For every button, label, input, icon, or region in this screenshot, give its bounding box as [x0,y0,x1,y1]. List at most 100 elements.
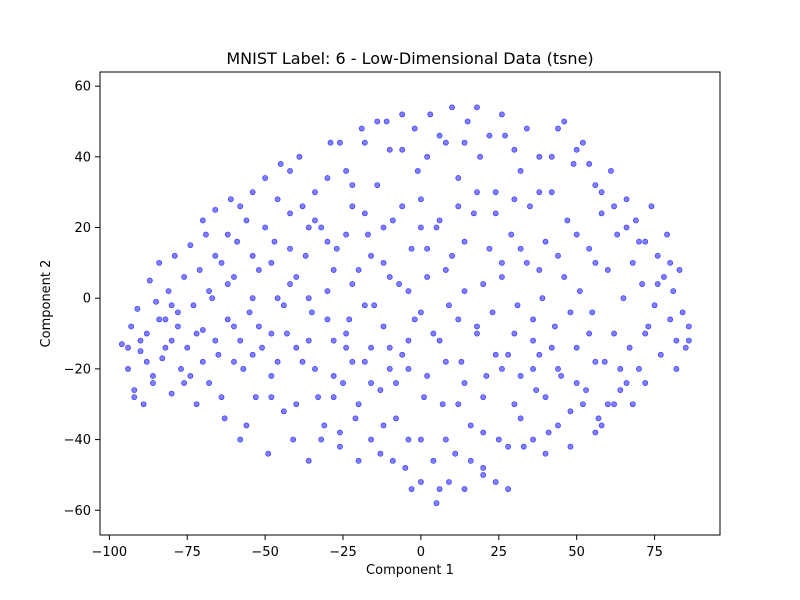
x-tick-label: 50 [568,545,585,560]
x-tick-label: −50 [251,545,278,560]
scatter-point [293,274,300,280]
scatter-point [629,259,636,266]
scatter-point [312,365,318,372]
scatter-point [642,380,649,386]
scatter-point [393,415,399,422]
scatter-point [125,344,131,351]
scatter-point [355,267,362,273]
scatter-point [523,125,530,132]
scatter-point [287,210,293,217]
scatter-point [583,387,589,393]
scatter-point [567,443,574,450]
scatter-point [685,323,692,330]
scatter-point [312,217,318,224]
scatter-point [349,358,356,365]
scatter-point [399,146,406,153]
x-tick-label: 25 [491,545,508,560]
scatter-point [461,238,468,245]
scatter-point [598,210,605,217]
scatter-point [305,224,312,231]
scatter-point [246,309,253,316]
scatter-point [542,394,549,401]
scatter-point [604,267,611,273]
scatter-point [417,196,424,203]
scatter-point [505,486,512,492]
scatter-point [140,401,147,408]
scatter-point [499,365,505,372]
scatter-point [424,153,431,160]
scatter-point [146,277,153,284]
scatter-point [361,210,368,217]
scatter-point [402,464,409,471]
scatter-point [405,365,412,372]
scatter-point [452,450,459,457]
scatter-point [389,457,396,464]
chart-title: MNIST Label: 6 - Low-Dimensional Data (t… [226,49,593,68]
scatter-point [542,450,549,457]
scatter-point [527,203,533,210]
scatter-point [592,429,599,436]
scatter-point [411,316,418,323]
scatter-point [598,422,605,429]
scatter-point [442,358,449,365]
scatter-point [399,351,406,358]
scatter-point [617,387,624,393]
scatter-point [324,316,331,323]
scatter-point [399,203,406,210]
scatter-point [595,415,602,422]
scatter-point [561,118,568,125]
scatter-point [290,436,297,443]
scatter-point [262,224,269,231]
scatter-point [336,139,343,146]
scatter-point [159,355,166,362]
scatter-point [511,401,518,408]
scatter-point [380,259,387,266]
y-tick-label: −20 [64,362,91,377]
scatter-point [492,479,499,485]
scatter-point [636,238,642,245]
scatter-point [156,316,163,323]
scatter-point [293,344,300,351]
plot-frame [99,71,721,536]
scatter-point [530,316,536,323]
scatter-point [268,330,275,337]
scatter-point [249,351,256,358]
scatter-point [455,316,462,323]
scatter-point [424,373,431,379]
scatter-point [517,373,524,379]
scatter-point [664,231,670,238]
scatter-point [249,189,256,196]
scatter-point [555,252,561,259]
scatter-point [315,394,321,401]
scatter-point [224,231,231,238]
scatter-point [227,196,234,203]
scatter-point [417,436,424,443]
scatter-point [143,358,150,365]
scatter-point [439,401,446,408]
scatter-point [293,401,300,408]
scatter-point [405,337,412,344]
scatter-point [573,344,580,351]
scatter-point [206,288,212,295]
scatter-point [626,344,633,351]
scatter-point [486,132,493,139]
scatter-point [118,341,125,348]
scatter-point [330,373,337,379]
scatter-point [474,330,480,337]
scatter-point [555,365,561,372]
scatter-point [380,422,387,429]
scatter-point [312,189,318,196]
scatter-point [361,358,368,365]
scatter-point [411,125,418,132]
scatter-point [673,337,680,344]
scatter-point [648,203,655,210]
scatter-point [237,337,244,344]
scatter-point [511,146,518,153]
y-tick-label: 40 [74,150,91,165]
scatter-point [548,189,555,196]
scatter-point [570,160,577,167]
scatter-point [274,196,281,203]
scatter-point [474,323,480,330]
scatter-point [358,125,365,132]
scatter-point [206,380,212,386]
